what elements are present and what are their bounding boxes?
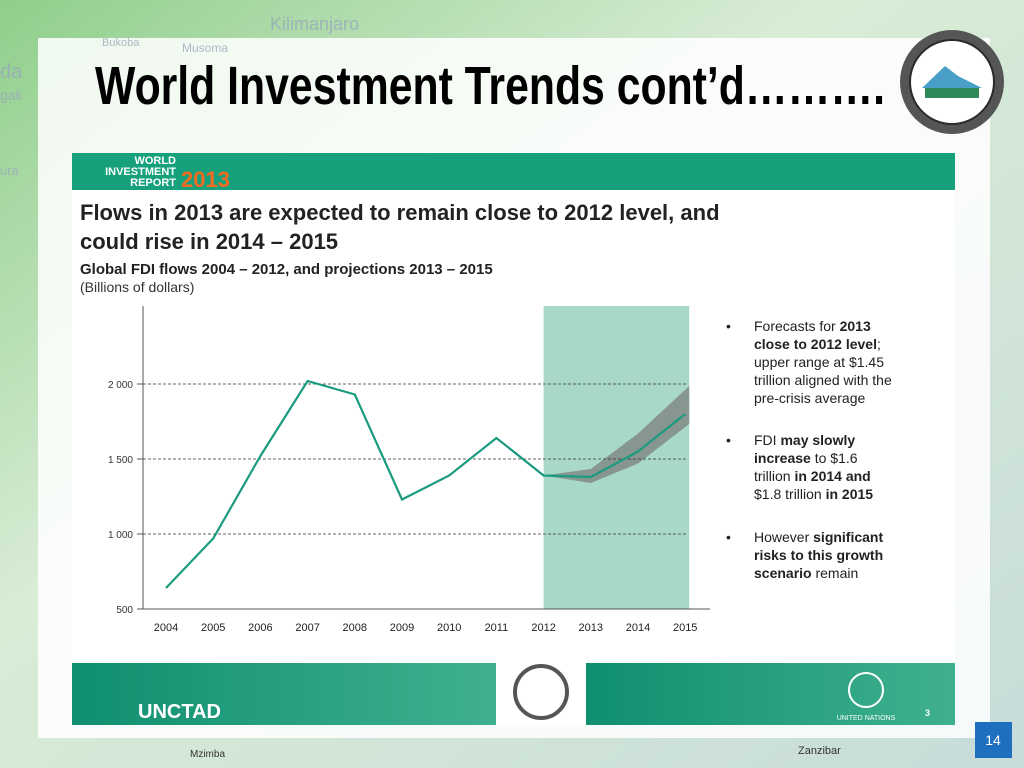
bullet-line: close to 2012 level; (754, 336, 881, 352)
y-tick-label: 500 (116, 605, 133, 616)
x-tick-label: 2005 (201, 622, 225, 634)
bullet-run: 2013 (840, 318, 871, 334)
bullet-line: scenario remain (754, 565, 858, 581)
report-header (72, 153, 955, 190)
bullet-run: to $1.6 (811, 450, 858, 466)
bullet-line: FDI may slowly (754, 432, 855, 448)
map-label: Bukoba (102, 37, 140, 49)
map-label: Musoma (182, 41, 228, 55)
x-tick-label: 2007 (295, 622, 319, 634)
slide-title: World Investment Trends cont’d………. (95, 56, 885, 116)
bullet-line: $1.8 trillion in 2015 (754, 486, 873, 502)
bullet-run: FDI (754, 432, 780, 448)
map-label: Mzimba (190, 749, 225, 760)
bullet-run: significant (813, 529, 883, 545)
bullet-symbol: • (726, 529, 731, 545)
bullet-run: scenario (754, 565, 812, 581)
map-label: ura (0, 163, 20, 178)
x-tick-label: 2004 (154, 622, 178, 634)
bullet-run: close to 2012 level (754, 336, 877, 352)
map-label: Zanzibar (798, 745, 841, 757)
report-label: INVESTMENT (105, 166, 176, 178)
bullet-run: However (754, 529, 813, 545)
bullet-symbol: • (726, 432, 731, 448)
bullet-line: risks to this growth (754, 547, 883, 563)
y-tick-label: 2 000 (108, 380, 133, 391)
x-tick-label: 2015 (673, 622, 697, 634)
report-label: WORLD (134, 155, 176, 167)
un-emblem (848, 672, 884, 708)
x-tick-label: 2014 (626, 622, 650, 634)
chart-title: Global FDI flows 2004 – 2012, and projec… (80, 261, 493, 278)
report-label: REPORT (130, 177, 176, 189)
line-series (165, 379, 686, 589)
y-tick-label: 1 000 (108, 530, 133, 541)
bullet-run: trillion (754, 468, 794, 484)
content-area (72, 190, 955, 663)
x-tick-label: 2006 (248, 622, 272, 634)
bullet-line: pre-crisis average (754, 390, 865, 406)
bullet-run: Forecasts for (754, 318, 840, 334)
bullet-line: trillion in 2014 and (754, 468, 871, 484)
footer-logo (513, 664, 569, 720)
map-label: gali (0, 87, 22, 103)
x-tick-label: 2013 (579, 622, 603, 634)
page-number-box (975, 722, 1012, 758)
bullet-run: increase (754, 450, 811, 466)
unctad-logo: UNCTAD (138, 701, 221, 723)
x-tick-label: 2011 (485, 622, 509, 634)
bullet-run: upper range at $1.45 (754, 354, 884, 370)
bullet-line: trillion aligned with the (754, 372, 892, 388)
heading: Flows in 2013 are expected to remain clo… (80, 200, 720, 225)
bullet-run: pre-crisis average (754, 390, 865, 406)
plot: 500 1 000 1 500 2 000 2004 2005 2006 2007 2008 20… (108, 306, 710, 634)
inner-page: 3 (925, 708, 930, 718)
bullet-line: However significant (754, 529, 883, 545)
footer-band (72, 663, 496, 725)
bullets: • Forecasts for 2013 close to 2012 level; u… (726, 318, 892, 581)
bullet-line: increase to $1.6 (754, 450, 858, 466)
bullet-run: risks to this growth (754, 547, 883, 563)
bullet-symbol: • (726, 318, 731, 334)
bullet-run: $1.8 trillion (754, 486, 826, 502)
bullet-run: remain (812, 565, 859, 581)
bullet-run: may slowly (780, 432, 855, 448)
bullet-run: in 2014 and (794, 468, 870, 484)
chart-subtitle: (Billions of dollars) (80, 279, 194, 295)
bullet-line: upper range at $1.45 (754, 354, 884, 370)
y-tick-label: 1 500 (108, 455, 133, 466)
x-tick-label: 2010 (437, 622, 461, 634)
report-year: 2013 (181, 167, 230, 192)
footer-band (586, 663, 955, 725)
page-number: 14 (985, 732, 1001, 748)
map-label: da (0, 61, 23, 83)
x-tick-label: 2008 (343, 622, 367, 634)
bullet-run: in 2015 (826, 486, 874, 502)
bullet-run: trillion aligned with the (754, 372, 892, 388)
bullet-run: ; (877, 336, 881, 352)
map-label: Kilimanjaro (270, 14, 359, 34)
logo (900, 30, 1004, 134)
bullet-line: Forecasts for 2013 (754, 318, 871, 334)
heading: could rise in 2014 – 2015 (80, 229, 338, 254)
x-tick-label: 2009 (390, 622, 414, 634)
un-label: UNITED NATIONS (837, 715, 896, 722)
x-tick-label: 2012 (531, 622, 555, 634)
